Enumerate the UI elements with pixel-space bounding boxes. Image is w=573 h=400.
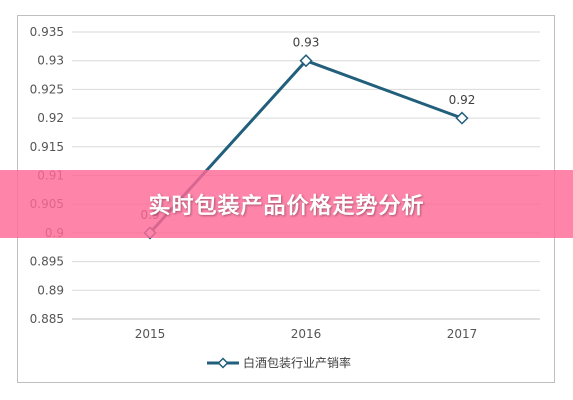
data-point-marker: [299, 54, 313, 68]
page-title: 实时包装产品价格走势分析: [148, 194, 425, 219]
x-tick-label: 2017: [447, 327, 478, 341]
x-tick-label: 2016: [291, 327, 322, 341]
x-tick-label: 2015: [135, 327, 166, 341]
legend-label: 白酒包装行业产销率: [243, 355, 351, 370]
legend-marker: [217, 357, 229, 369]
y-tick-label: 0.935: [30, 25, 64, 39]
y-tick-label: 0.93: [37, 54, 64, 68]
y-tick-label: 0.92: [37, 111, 64, 125]
y-tick-label: 0.915: [30, 140, 64, 154]
data-label: 0.92: [449, 93, 476, 107]
y-tick-label: 0.89: [37, 283, 64, 297]
y-tick-label: 0.895: [30, 255, 64, 269]
title-banner: 实时包装产品价格走势分析: [0, 170, 573, 238]
y-tick-label: 0.925: [30, 82, 64, 96]
data-point-marker: [455, 111, 469, 125]
data-label: 0.93: [293, 36, 320, 50]
y-tick-label: 0.885: [30, 312, 64, 326]
